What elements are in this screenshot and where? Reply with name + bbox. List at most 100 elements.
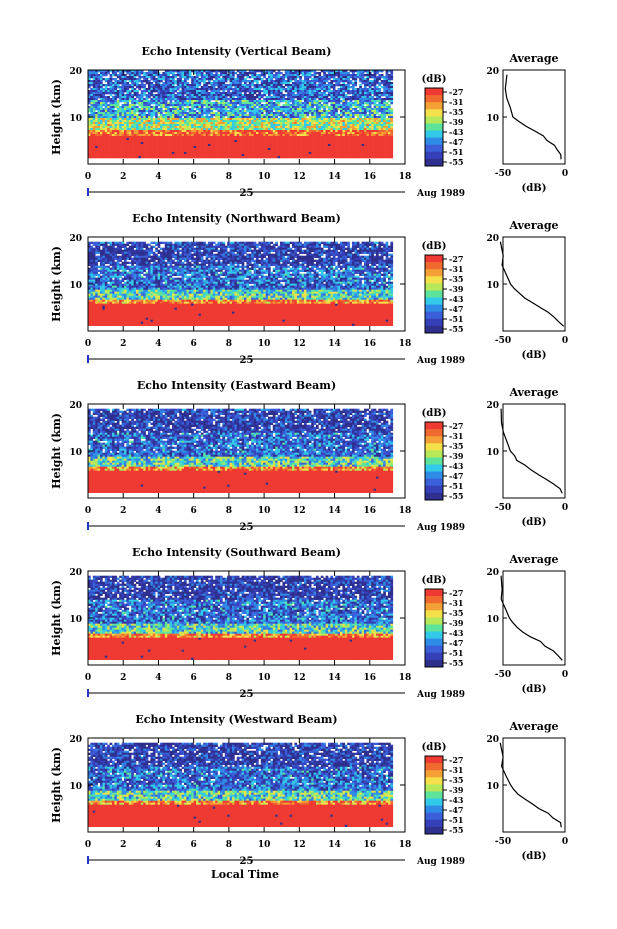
heatmap-cell bbox=[155, 98, 158, 100]
heatmap-cell bbox=[282, 82, 285, 84]
heatmap-cell bbox=[299, 134, 302, 136]
heatmap-cell bbox=[90, 106, 93, 108]
heatmap-cell bbox=[179, 126, 182, 128]
heatmap-cell bbox=[304, 130, 307, 132]
heatmap-cell bbox=[234, 72, 237, 74]
heatmap-cell bbox=[311, 152, 314, 154]
heatmap-cell bbox=[225, 122, 228, 124]
heatmap-cell bbox=[294, 90, 297, 92]
heatmap-cell bbox=[222, 102, 225, 104]
heatmap-cell bbox=[220, 142, 223, 144]
heatmap-cell bbox=[381, 74, 384, 76]
heatmap-cell bbox=[242, 86, 245, 88]
heatmap-cell bbox=[160, 94, 163, 96]
heatmap-cell bbox=[210, 104, 213, 106]
heatmap-cell bbox=[189, 102, 192, 104]
heatmap-cell bbox=[146, 106, 149, 108]
heatmap-cell bbox=[220, 112, 223, 114]
heatmap-cell bbox=[105, 84, 108, 86]
heatmap-cell bbox=[388, 122, 391, 124]
heatmap-cell bbox=[390, 130, 393, 132]
heatmap-cell bbox=[254, 120, 257, 122]
heatmap-cell bbox=[306, 132, 309, 134]
heatmap-cell bbox=[268, 142, 271, 144]
heatmap-cell bbox=[280, 142, 283, 144]
heatmap-cell bbox=[359, 146, 362, 148]
heatmap-cell bbox=[299, 84, 302, 86]
heatmap-cell bbox=[230, 126, 233, 128]
heatmap-cell bbox=[198, 88, 201, 90]
heatmap-cell bbox=[119, 78, 122, 80]
heatmap-cell bbox=[347, 86, 350, 88]
heatmap-cell bbox=[114, 148, 117, 150]
heatmap-cell bbox=[261, 126, 264, 128]
heatmap-cell bbox=[122, 78, 125, 80]
heatmap-cell bbox=[340, 132, 343, 134]
heatmap-cell bbox=[203, 88, 206, 90]
heatmap-cell bbox=[376, 112, 379, 114]
heatmap-cell bbox=[208, 82, 211, 84]
heatmap-cell bbox=[213, 132, 216, 134]
heatmap-cell bbox=[218, 128, 221, 130]
heatmap-cell bbox=[347, 118, 350, 120]
heatmap-cell bbox=[165, 114, 168, 116]
heatmap-cell bbox=[234, 108, 237, 110]
heatmap-cell bbox=[282, 106, 285, 108]
heatmap-cell bbox=[338, 136, 341, 138]
heatmap-cell bbox=[333, 142, 336, 144]
heatmap-cell bbox=[234, 110, 237, 112]
heatmap-cell bbox=[129, 120, 132, 122]
heatmap-cell bbox=[191, 110, 194, 112]
heatmap-cell bbox=[182, 130, 185, 132]
heatmap-cell bbox=[266, 72, 269, 74]
heatmap-cell bbox=[263, 152, 266, 154]
heatmap-cell bbox=[210, 94, 213, 96]
heatmap-cell bbox=[275, 150, 278, 152]
heatmap-cell bbox=[316, 92, 319, 94]
heatmap-cell bbox=[326, 74, 329, 76]
heatmap-cell bbox=[338, 122, 341, 124]
heatmap-cell bbox=[90, 96, 93, 98]
heatmap-cell bbox=[330, 118, 333, 120]
heatmap-cell bbox=[100, 110, 103, 112]
heatmap-cell bbox=[110, 142, 113, 144]
heatmap-cell bbox=[148, 114, 151, 116]
heatmap-cell bbox=[177, 96, 180, 98]
heatmap-cell bbox=[321, 138, 324, 140]
heatmap-cell bbox=[155, 94, 158, 96]
heatmap-cell bbox=[98, 124, 101, 126]
heatmap-cell bbox=[287, 78, 290, 80]
heatmap-cell bbox=[297, 144, 300, 146]
heatmap-cell bbox=[129, 78, 132, 80]
heatmap-cell bbox=[136, 152, 139, 154]
heatmap-cell bbox=[386, 94, 389, 96]
heatmap-cell bbox=[316, 72, 319, 74]
heatmap-cell bbox=[160, 128, 163, 130]
heatmap-cell bbox=[218, 90, 221, 92]
heatmap-cell bbox=[234, 104, 237, 106]
heatmap-cell bbox=[275, 144, 278, 146]
heatmap-cell bbox=[388, 138, 391, 140]
heatmap-cell bbox=[218, 114, 221, 116]
heatmap-cell bbox=[143, 110, 146, 112]
heatmap-cell bbox=[206, 82, 209, 84]
heatmap-cell bbox=[165, 126, 168, 128]
heatmap-cell bbox=[282, 150, 285, 152]
heatmap-cell bbox=[225, 72, 228, 74]
heatmap-cell bbox=[244, 130, 247, 132]
heatmap-cell bbox=[98, 132, 101, 134]
heatmap-cell bbox=[258, 152, 261, 154]
heatmap-cell bbox=[285, 138, 288, 140]
heatmap-cell bbox=[278, 112, 281, 114]
heatmap-cell bbox=[254, 72, 257, 74]
heatmap-cell bbox=[184, 86, 187, 88]
heatmap-cell bbox=[98, 96, 101, 98]
heatmap-cell bbox=[210, 126, 213, 128]
heatmap-cell bbox=[102, 120, 105, 122]
heatmap-cell bbox=[316, 88, 319, 90]
heatmap-cell bbox=[141, 104, 144, 106]
heatmap-cell bbox=[249, 102, 252, 104]
heatmap-cell bbox=[155, 152, 158, 154]
heatmap-cell bbox=[251, 136, 254, 138]
heatmap-cell bbox=[136, 82, 139, 84]
